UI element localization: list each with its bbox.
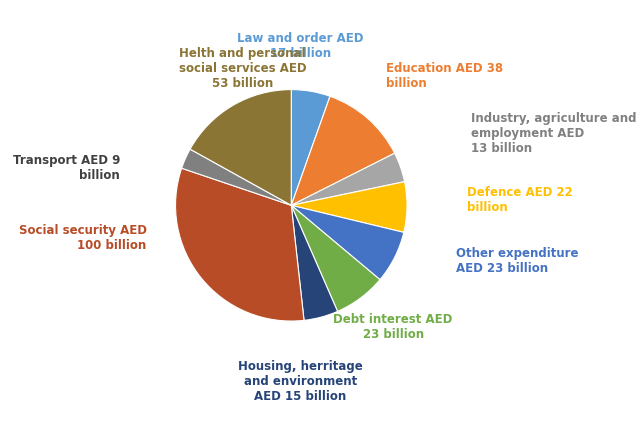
Text: Industry, agriculture and
employment AED
13 billion: Industry, agriculture and employment AED… bbox=[470, 112, 636, 155]
Text: Transport AED 9
billion: Transport AED 9 billion bbox=[13, 154, 120, 182]
Wedge shape bbox=[291, 96, 395, 205]
Wedge shape bbox=[291, 181, 407, 232]
Text: Social security AED
100 billion: Social security AED 100 billion bbox=[19, 224, 147, 252]
Text: Debt interest AED
23 billion: Debt interest AED 23 billion bbox=[333, 313, 453, 341]
Wedge shape bbox=[190, 89, 291, 205]
Wedge shape bbox=[291, 205, 337, 320]
Text: Helth and personal
social services AED
53 billion: Helth and personal social services AED 5… bbox=[179, 47, 307, 90]
Text: Education AED 38
billion: Education AED 38 billion bbox=[386, 62, 503, 90]
Wedge shape bbox=[182, 149, 291, 205]
Wedge shape bbox=[291, 205, 380, 312]
Wedge shape bbox=[291, 153, 404, 205]
Text: Housing, herritage
and environment
AED 15 billion: Housing, herritage and environment AED 1… bbox=[238, 360, 363, 403]
Text: Defence AED 22
billion: Defence AED 22 billion bbox=[467, 185, 573, 214]
Wedge shape bbox=[175, 168, 304, 321]
Text: Other expenditure
AED 23 billion: Other expenditure AED 23 billion bbox=[456, 247, 578, 275]
Text: Law and order AED
17 billion: Law and order AED 17 billion bbox=[237, 32, 364, 59]
Wedge shape bbox=[291, 89, 330, 205]
Wedge shape bbox=[291, 205, 404, 279]
